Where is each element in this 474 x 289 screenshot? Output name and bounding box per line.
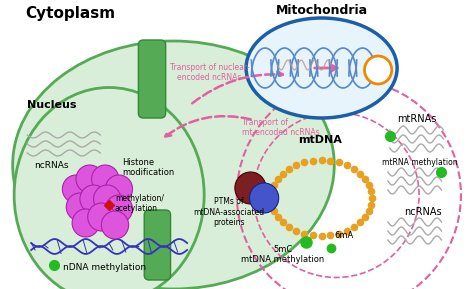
Text: methylation/
acetylation: methylation/ acetylation xyxy=(115,194,164,213)
Circle shape xyxy=(101,211,128,239)
Text: Mitochondria: Mitochondria xyxy=(275,4,368,17)
Text: mtRNA methylation: mtRNA methylation xyxy=(382,158,457,167)
Circle shape xyxy=(365,56,392,84)
Text: PTMs of
mtDNA-associated
proteins: PTMs of mtDNA-associated proteins xyxy=(193,197,264,227)
Text: mtDNA: mtDNA xyxy=(298,135,342,145)
Ellipse shape xyxy=(13,41,334,289)
Circle shape xyxy=(105,175,133,203)
Circle shape xyxy=(76,165,103,193)
Circle shape xyxy=(249,183,279,213)
Circle shape xyxy=(91,165,119,193)
FancyBboxPatch shape xyxy=(138,40,166,118)
Circle shape xyxy=(105,195,133,223)
FancyBboxPatch shape xyxy=(144,210,171,280)
Circle shape xyxy=(235,172,266,204)
Text: Nucleus: Nucleus xyxy=(27,100,77,110)
Text: Cytoplasm: Cytoplasm xyxy=(25,6,115,21)
Text: mtRNAs: mtRNAs xyxy=(398,114,437,124)
Circle shape xyxy=(66,193,93,221)
Text: Transport of nuclear-
encoded ncRNAs: Transport of nuclear- encoded ncRNAs xyxy=(170,63,249,82)
Text: Transport of
mt-encoded ncRNAs: Transport of mt-encoded ncRNAs xyxy=(242,118,319,137)
Ellipse shape xyxy=(246,18,397,118)
Text: ncRNAs: ncRNAs xyxy=(34,161,69,170)
Circle shape xyxy=(88,203,115,231)
Text: 6mA: 6mA xyxy=(334,231,354,240)
Text: Histone
modification: Histone modification xyxy=(122,158,174,177)
Ellipse shape xyxy=(14,88,204,289)
Circle shape xyxy=(93,185,121,213)
Circle shape xyxy=(72,209,100,237)
Circle shape xyxy=(80,185,107,213)
Text: nDNA methylation: nDNA methylation xyxy=(64,263,146,272)
Text: ncRNAs: ncRNAs xyxy=(404,207,442,217)
Circle shape xyxy=(63,175,90,203)
Text: 5mC
mtDNA methylation: 5mC mtDNA methylation xyxy=(241,244,324,264)
